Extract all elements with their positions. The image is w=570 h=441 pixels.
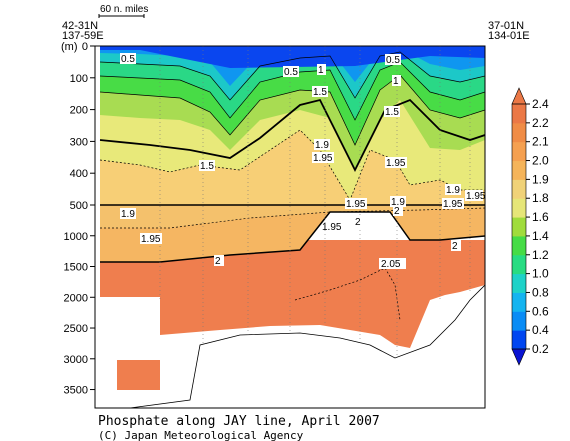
y-tick-label: 2000 bbox=[64, 292, 88, 304]
contour-label: 1.95 bbox=[141, 234, 161, 245]
y-tick-label: 1500 bbox=[64, 262, 88, 274]
colorbar-segment bbox=[512, 273, 526, 293]
plot-frame bbox=[94, 45, 486, 409]
colorbar-tick-label: 1.8 bbox=[532, 191, 549, 205]
y-tick-label: 100 bbox=[70, 73, 88, 85]
colorbar-max-arrow bbox=[511, 87, 527, 105]
contour-label: 0.5 bbox=[121, 54, 135, 65]
colorbar-tick-label: 0.4 bbox=[532, 323, 549, 337]
colorbar-segment bbox=[512, 104, 526, 124]
y-axis: 0 100 200 300 400 500 1000 1500 2000 2500 3000 350… bbox=[64, 41, 95, 397]
chart-header: 60 n. miles 42-31N 137-59E 37-01N 134-01… bbox=[61, 4, 530, 53]
colorbar-segment bbox=[512, 254, 526, 275]
left-station-lat: 42-31N bbox=[62, 20, 98, 32]
contour-label: 1 bbox=[318, 65, 324, 76]
y-tick-label: 0 bbox=[82, 41, 88, 53]
contour-label: 1.5 bbox=[385, 107, 399, 118]
y-tick-label: 200 bbox=[70, 105, 88, 117]
colorbar-tick-label: 1.4 bbox=[532, 229, 549, 243]
contour-label: 1.95 bbox=[313, 153, 333, 164]
chart-title: Phosphate along JAY line, April 2007 bbox=[98, 414, 380, 429]
isolated-deep-cell bbox=[117, 360, 160, 390]
colorbar: 0.2 0.4 0.6 0.8 1.0 1.2 1.4 1.6 1.8 1.9 2.0 2.1 2.2 2… bbox=[511, 87, 549, 366]
colorbar-tick-label: 2.2 bbox=[532, 116, 549, 130]
colorbar-tick-label: 1.2 bbox=[532, 248, 549, 262]
colorbar-segment bbox=[512, 160, 526, 180]
colorbar-tick-label: 1.6 bbox=[532, 210, 549, 224]
colorbar-segment bbox=[512, 311, 526, 331]
contour-label: 2 bbox=[355, 217, 361, 228]
colorbar-segment bbox=[512, 179, 526, 199]
colorbar-tick-label: 2.4 bbox=[532, 97, 549, 111]
contour-label: 1.95 bbox=[386, 158, 406, 169]
contour-label: 1.5 bbox=[200, 161, 214, 172]
contour-label: 1.9 bbox=[446, 185, 460, 196]
colorbar-segment bbox=[512, 122, 526, 143]
y-tick-label: 400 bbox=[70, 168, 88, 180]
contour-label: 1.95 bbox=[322, 222, 342, 233]
colorbar-tick-label: 0.8 bbox=[532, 285, 549, 299]
seafloor-mask bbox=[100, 285, 485, 408]
y-tick-label: 2500 bbox=[64, 323, 88, 335]
contour-2-0 bbox=[100, 211, 485, 263]
colorbar-tick-label: 2.1 bbox=[532, 135, 549, 149]
left-station-lon: 137-59E bbox=[62, 30, 104, 42]
right-station-lon: 134-01E bbox=[488, 30, 530, 42]
colorbar-tick-label: 1.0 bbox=[532, 267, 549, 281]
y-tick-label: 500 bbox=[70, 200, 88, 212]
contour-label: 1.9 bbox=[121, 209, 135, 220]
colorbar-min-arrow bbox=[511, 348, 527, 366]
colorbar-segment bbox=[512, 292, 526, 312]
bottom-topography-line bbox=[129, 284, 485, 408]
contour-label: 1.9 bbox=[391, 197, 405, 208]
colorbar-tick-label: 2.0 bbox=[532, 154, 549, 168]
colorbar-tick-label: 0.6 bbox=[532, 304, 549, 318]
band-1-9-lower-fill bbox=[100, 205, 485, 228]
contour-label: 1.5 bbox=[313, 87, 327, 98]
colorbar-segment bbox=[512, 141, 526, 162]
contour-label: 0.5 bbox=[284, 67, 298, 78]
contour-label: 1 bbox=[393, 76, 399, 87]
contour-label: 1.95 bbox=[443, 199, 463, 210]
contour-label: 2 bbox=[215, 256, 221, 267]
band-0-4-fill bbox=[100, 46, 485, 68]
y-tick-label: 300 bbox=[70, 136, 88, 148]
contour-label: 1.95 bbox=[346, 199, 366, 210]
colorbar-segment bbox=[512, 330, 526, 350]
y-axis-label: (m) bbox=[61, 41, 78, 53]
colorbar-segment bbox=[512, 235, 526, 256]
section-plot: 0.5 0.5 0.5 1 1 1.5 1.5 1.5 1.9 1.95 1.9… bbox=[95, 46, 486, 408]
contour-2-05 bbox=[294, 267, 401, 321]
contour-label: 2 bbox=[394, 206, 400, 217]
right-station-lat: 37-01N bbox=[488, 20, 524, 32]
colorbar-tick-label: 0.2 bbox=[532, 342, 549, 356]
contour-label: 0.5 bbox=[386, 55, 400, 66]
scale-bar-label: 60 n. miles bbox=[100, 4, 148, 15]
y-tick-label: 3500 bbox=[64, 385, 88, 397]
y-tick-label: 1000 bbox=[64, 231, 88, 243]
contour-labels: 0.5 0.5 0.5 1 1 1.5 1.5 1.5 1.9 1.95 1.9… bbox=[120, 53, 486, 270]
colorbar-segment bbox=[512, 198, 526, 218]
colorbar-tick-label: 1.9 bbox=[532, 172, 549, 186]
contour-label: 1.95 bbox=[466, 191, 486, 202]
y-tick-label: 3000 bbox=[64, 354, 88, 366]
contour-label: 2.05 bbox=[381, 259, 401, 270]
contour-label: 2 bbox=[452, 241, 458, 252]
contour-label: 1.9 bbox=[315, 140, 329, 151]
credit-line: (C) Japan Meteorological Agency bbox=[98, 429, 304, 441]
colorbar-segment bbox=[512, 217, 526, 237]
